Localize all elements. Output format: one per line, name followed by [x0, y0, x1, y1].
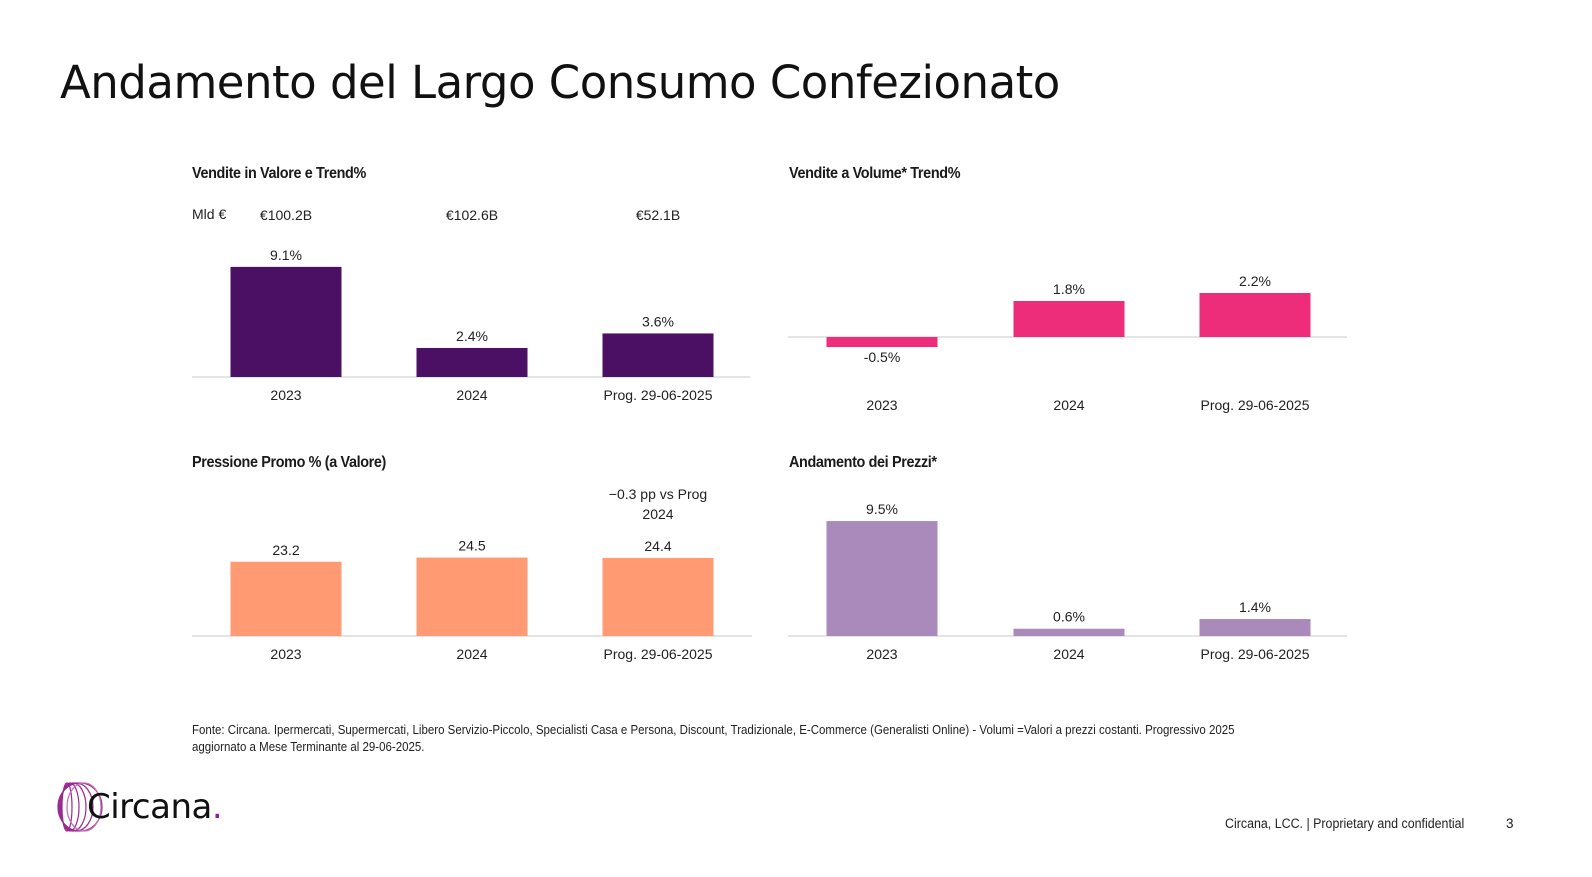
circana-logo: Circana. [55, 780, 223, 834]
data-label: 2.2% [1239, 273, 1271, 289]
footer-confidential: Circana, LCC. | Proprietary and confiden… [1225, 816, 1465, 831]
bar-2024 [416, 347, 528, 377]
data-label: 23.2 [272, 542, 299, 558]
page-number: 3 [1506, 816, 1514, 831]
data-label: 1.8% [1053, 281, 1085, 297]
x-tick-label: 2023 [270, 387, 301, 403]
data-label: 24.5 [458, 538, 485, 554]
data-label: 24.4 [644, 538, 671, 554]
total-value-label: €52.1B [636, 207, 680, 223]
data-label: 9.5% [866, 501, 898, 517]
chart-title-pressione-promo: Pressione Promo % (a Valore) [192, 454, 387, 471]
source-note: Fonte: Circana. Ipermercati, Supermercat… [192, 723, 1235, 754]
x-tick-label: 2023 [866, 397, 897, 413]
annotation-label: 2024 [642, 506, 673, 522]
bar-2024 [1013, 301, 1125, 337]
bar-2023 [230, 561, 342, 636]
x-tick-label: Prog. 29-06-2025 [604, 387, 713, 403]
bar-2023 [230, 266, 342, 377]
x-tick-label: 2023 [866, 646, 897, 662]
total-value-label: €102.6B [446, 207, 498, 223]
x-tick-label: 2024 [456, 646, 487, 662]
data-label: -0.5% [864, 349, 901, 365]
logo-text: Circana [87, 787, 212, 827]
bar-2024 [1013, 628, 1125, 636]
bar-prog-29-06-2025 [602, 333, 714, 377]
bar-prog-29-06-2025 [1199, 619, 1311, 636]
data-label: 0.6% [1053, 609, 1085, 625]
page-title: Andamento del Largo Consumo Confezionato [60, 56, 1060, 109]
annotation-label: −0.3 pp vs Prog [609, 486, 707, 502]
x-tick-label: 2024 [1053, 397, 1084, 413]
data-label: 9.1% [270, 247, 302, 263]
data-label: 1.4% [1239, 599, 1271, 615]
bar-2023 [826, 337, 938, 347]
data-label: 2.4% [456, 328, 488, 344]
unit-label: Mld € [192, 206, 226, 222]
x-tick-label: Prog. 29-06-2025 [604, 646, 713, 662]
circana-globe-icon [57, 782, 103, 832]
chart-title-prezzi: Andamento dei Prezzi* [789, 454, 937, 471]
bar-prog-29-06-2025 [1199, 293, 1311, 337]
x-tick-label: 2024 [1053, 646, 1084, 662]
bar-prog-29-06-2025 [602, 557, 714, 636]
total-value-label: €100.2B [260, 207, 312, 223]
x-tick-label: 2024 [456, 387, 487, 403]
bar-2024 [416, 557, 528, 636]
data-label: 3.6% [642, 313, 674, 329]
chart-title-vendite-volume: Vendite a Volume* Trend% [789, 165, 961, 182]
bar-2023 [826, 521, 938, 636]
x-tick-label: Prog. 29-06-2025 [1201, 646, 1310, 662]
x-tick-label: Prog. 29-06-2025 [1201, 397, 1310, 413]
x-tick-label: 2023 [270, 646, 301, 662]
chart-title-vendite-valore: Vendite in Valore e Trend% [192, 165, 366, 182]
